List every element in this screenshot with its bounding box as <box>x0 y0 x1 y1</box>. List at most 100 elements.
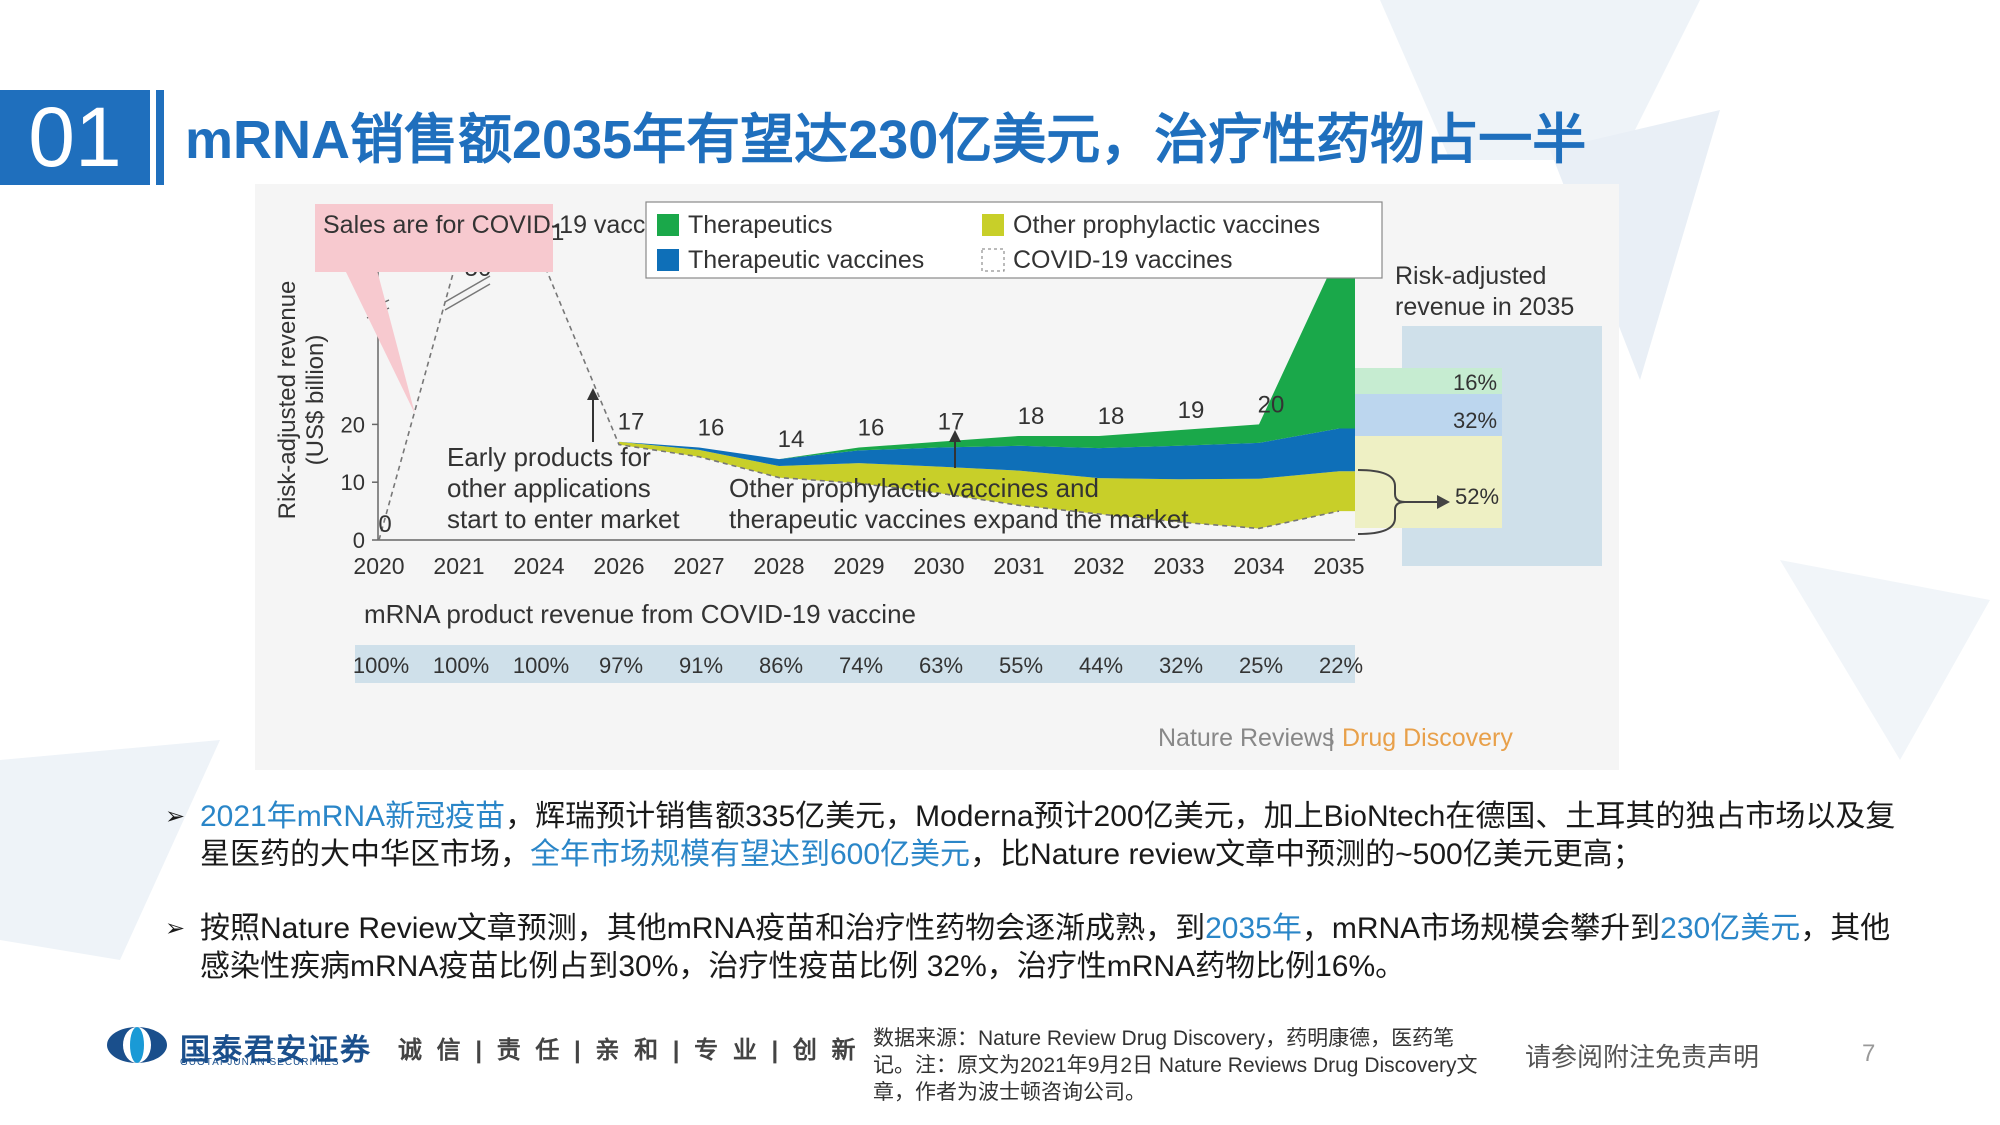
bullet-arrow-icon: ➢ <box>165 915 186 942</box>
total-value-label: 17 <box>618 409 645 436</box>
credit-separator: | <box>1328 724 1335 752</box>
covid-share-value: 100% <box>353 653 409 678</box>
total-value-label: 0 <box>378 511 391 538</box>
x-tick-label: 2031 <box>993 553 1044 579</box>
body-text: ，比Nature review文章中预测的~500亿美元更高； <box>970 838 1643 871</box>
share-title-line2: revenue in 2035 <box>1395 293 1574 321</box>
x-tick-label: 2034 <box>1233 553 1284 579</box>
annotation-arrow-right-head <box>949 430 961 442</box>
y-tick-label: 0 <box>353 528 365 553</box>
total-value-label: 16 <box>698 415 725 442</box>
credit-drug-discovery: Drug Discovery <box>1342 724 1513 752</box>
covid-share-value: 44% <box>1079 653 1123 678</box>
covid-share-value: 74% <box>839 653 883 678</box>
highlight-text: 230亿美元 <box>1660 912 1801 945</box>
x-tick-label: 2030 <box>913 553 964 579</box>
revenue-chart: 0102060 20202021202420262027202820292030… <box>274 201 1602 752</box>
note-box <box>315 204 553 272</box>
share-panel-therapeutics <box>1355 368 1502 394</box>
total-value-label: 17 <box>938 409 965 436</box>
company-slogan: 诚 信 | 责 任 | 亲 和 | 专 业 | 创 新 <box>398 1037 860 1064</box>
section-number: 01 <box>0 90 150 185</box>
share-prophylactic: 52% <box>1455 484 1499 509</box>
legend-swatch-therapeutics <box>657 214 679 236</box>
chart-figure: 0102060 20202021202420262027202820292030… <box>255 184 1619 770</box>
annotation-right-2: therapeutic vaccines expand the market <box>729 504 1189 534</box>
body-text: ，mRNA市场规模会攀升到 <box>1301 912 1661 945</box>
x-tick-label: 2028 <box>753 553 804 579</box>
covid-share-value: 25% <box>1239 653 1283 678</box>
share-panel-therapeutic-vaccines <box>1355 394 1502 436</box>
total-value-label: 18 <box>1018 403 1045 430</box>
body-text: 按照Nature Review文章预测，其他mRNA疫苗和治疗性药物会逐渐成熟，… <box>200 912 1206 945</box>
bullet-arrow-icon: ➢ <box>165 803 186 830</box>
covid-share-row <box>355 645 1355 683</box>
total-value-label: 14 <box>778 426 805 453</box>
covid-share-value: 22% <box>1319 653 1363 678</box>
share-arrow-head <box>1437 495 1450 509</box>
break-mark <box>444 275 491 303</box>
title-accent-bar <box>156 90 164 185</box>
data-source-note: 数据来源：Nature Review Drug Discovery，药明康德，医… <box>873 1027 1478 1104</box>
covid-share-value: 91% <box>679 653 723 678</box>
share-therapeutic-vaccines: 32% <box>1453 408 1497 433</box>
body-text: ，其他感染性疾病mRNA疫苗比例占到30%，治疗性疫苗比例 32%，治疗性mRN… <box>200 912 1891 983</box>
highlight-text: 2035年 <box>1205 912 1302 945</box>
annotation-arrow-left-head <box>587 388 599 400</box>
covid-share-value: 97% <box>599 653 643 678</box>
note-pointer <box>345 270 415 414</box>
highlight-text: 全年市场规模有望达到600亿美元 <box>530 838 971 871</box>
total-value-label: 19 <box>1178 397 1205 424</box>
legend-swatch-therapeutic-vaccines <box>657 249 679 271</box>
slide-title: mRNA销售额2035年有望达230亿美元，治疗性药物占一半 <box>185 110 1587 170</box>
share-title-line1: Risk-adjusted <box>1395 262 1546 290</box>
area-therapeutics <box>619 252 1355 460</box>
body-text: ，辉瑞预计销售额335亿美元，Moderna预计200亿美元，加上BioNtec… <box>200 800 1896 871</box>
share-panel-prophylactic <box>1355 436 1502 528</box>
disclaimer-link[interactable]: 请参阅附注免责声明 <box>1525 1042 1760 1072</box>
covid-share-value: 32% <box>1159 653 1203 678</box>
bullet-1-text: 2021年mRNA新冠疫苗，辉瑞预计销售额335亿美元，Moderna预计200… <box>200 798 1900 874</box>
area-prophylactic-vaccines <box>619 441 1355 529</box>
covid-share-value: 55% <box>999 653 1043 678</box>
y-axis-unit: (US$ billion) <box>302 335 329 466</box>
company-logo-icon <box>107 1027 167 1063</box>
break-mark <box>444 283 491 311</box>
legend-swatch-covid <box>981 248 1005 272</box>
x-tick-label: 2033 <box>1153 553 1204 579</box>
x-tick-label: 2021 <box>433 553 484 579</box>
share-therapeutics: 16% <box>1453 370 1497 395</box>
covid-share-value: 86% <box>759 653 803 678</box>
y-axis-label: Risk-adjusted revenue <box>274 281 301 520</box>
area-therapeutic-vaccines <box>619 428 1355 480</box>
covid-share-value: 100% <box>513 653 569 678</box>
annotation-left-2: other applications <box>447 473 651 503</box>
x-tick-label: 2032 <box>1073 553 1124 579</box>
x-tick-label: 2035 <box>1313 553 1364 579</box>
x-tick-label: 2027 <box>673 553 724 579</box>
total-value-label: 18 <box>1098 403 1125 430</box>
x-tick-label: 2026 <box>593 553 644 579</box>
legend-label-therapeutics: Therapeutics <box>688 211 833 239</box>
page-number: 7 <box>1862 1040 1876 1067</box>
x-tick-label: 2024 <box>513 553 564 579</box>
x-tick-label: 2020 <box>353 553 404 579</box>
y-tick-label: 20 <box>341 412 365 437</box>
covid-share-value: 63% <box>919 653 963 678</box>
bullet-2-text: 按照Nature Review文章预测，其他mRNA疫苗和治疗性药物会逐渐成熟，… <box>200 910 1900 986</box>
covid-share-value: 100% <box>433 653 489 678</box>
highlight-text: 2021年mRNA新冠疫苗 <box>200 800 506 833</box>
company-name: 国泰君安证券 <box>180 1034 372 1067</box>
legend-box <box>645 201 1383 279</box>
y-tick-label: 10 <box>341 470 365 495</box>
legend-label-therapeutic-vaccines: Therapeutic vaccines <box>688 246 924 274</box>
annotation-right-1: Other prophylactic vaccines and <box>729 473 1099 503</box>
legend-swatch-prophylactic <box>982 214 1004 236</box>
legend-label-prophylactic: Other prophylactic vaccines <box>1013 211 1320 239</box>
covid-share-title: mRNA product revenue from COVID-19 vacci… <box>364 599 916 629</box>
company-name-en: GUOTAI JUNAN SECURITIES <box>180 1057 340 1068</box>
total-value-label: 20 <box>1258 391 1285 418</box>
annotation-left-1: Early products for <box>447 442 651 472</box>
legend-label-covid: COVID-19 vaccines <box>1013 246 1233 274</box>
